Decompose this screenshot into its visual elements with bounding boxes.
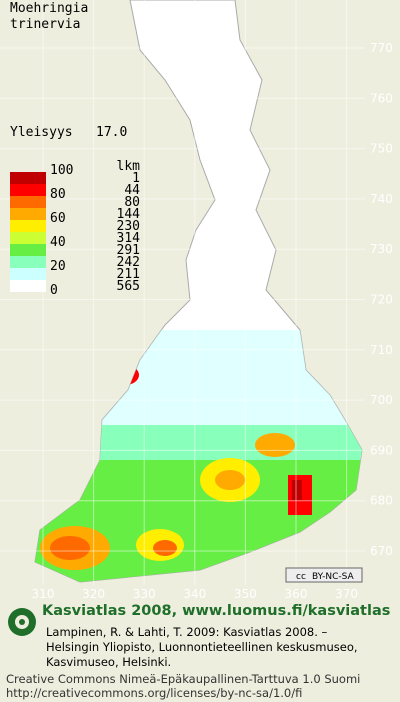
- legend-count: 144: [117, 207, 141, 222]
- citation-line: Helsingin Yliopisto, Luonnontieteellinen…: [46, 640, 358, 654]
- legend-swatch: [10, 232, 46, 244]
- badge-text: BY-NC-SA: [312, 572, 355, 582]
- legend-count: 565: [117, 279, 140, 294]
- legend-percent: 40: [50, 235, 66, 250]
- legend-percent: 20: [50, 259, 66, 274]
- north-label: 680: [370, 494, 393, 508]
- license-badge: cc BY-NC-SA: [285, 567, 363, 583]
- legend-count: 230: [117, 219, 140, 234]
- footer-heading: Kasviatlas 2008, www.luomus.fi/kasviatla…: [42, 603, 391, 619]
- north-label: 670: [370, 544, 393, 558]
- north-label: 760: [370, 91, 393, 105]
- legend-swatch: [10, 208, 46, 220]
- legend-percent: 100: [50, 163, 73, 178]
- legend-count-header: lkm: [117, 159, 141, 174]
- legend-count: 44: [124, 183, 140, 198]
- license-url: http://creativecommons.org/licenses/by-n…: [6, 686, 303, 700]
- legend-count: 314: [117, 231, 141, 246]
- grid: 770 760 750 740 730 720 710 700 690 680 670 310 320 3…: [0, 0, 393, 600]
- frequency-value: 17.0: [96, 125, 127, 140]
- citation-line: Kasvimuseo, Helsinki.: [46, 655, 172, 669]
- east-label: 330: [133, 587, 156, 600]
- east-label: 320: [82, 587, 105, 600]
- legend-percent: 80: [50, 187, 66, 202]
- north-label: 730: [370, 242, 393, 256]
- logo: [8, 608, 36, 636]
- legend-count: 80: [124, 195, 140, 210]
- legend-swatch: [10, 220, 46, 232]
- north-label: 750: [370, 142, 393, 156]
- legend-swatch: [10, 256, 46, 268]
- east-label: 350: [234, 587, 257, 600]
- east-label: 360: [285, 587, 308, 600]
- legend-count: 211: [117, 267, 140, 282]
- north-label: 700: [370, 393, 393, 407]
- east-label: 310: [32, 587, 55, 600]
- country-shape: [34, 0, 363, 583]
- legend-swatch: [10, 268, 46, 280]
- north-label: 740: [370, 192, 393, 206]
- legend-count: 291: [117, 243, 140, 258]
- east-label: 370: [335, 587, 358, 600]
- north-label: 690: [370, 443, 393, 457]
- north-label: 710: [370, 343, 393, 357]
- legend-count: 242: [117, 255, 140, 270]
- badge-icon: cc: [296, 572, 306, 582]
- legend-swatch: [10, 280, 46, 292]
- legend-percent: 60: [50, 211, 66, 226]
- license-text: Creative Commons Nimeä-Epäkaupallinen-Ta…: [6, 672, 361, 686]
- legend-swatch: [10, 172, 46, 184]
- north-label: 720: [370, 293, 393, 307]
- east-label: 340: [183, 587, 206, 600]
- legend-percent: 0: [50, 283, 58, 298]
- north-label: 770: [370, 41, 393, 55]
- legend-swatch: [10, 244, 46, 256]
- title-line: trinervia: [10, 17, 80, 32]
- citation-line: Lampinen, R. & Lahti, T. 2009: Kasviatla…: [46, 625, 328, 639]
- legend-count: 1: [132, 171, 140, 186]
- legend-swatch: [10, 196, 46, 208]
- frequency-label: Yleisyys: [10, 125, 73, 140]
- title-line: Moehringia: [10, 1, 88, 16]
- map: 770 760 750 740 730 720 710 700 690 680 670 310 320 3…: [0, 0, 393, 600]
- legend-swatch: [10, 184, 46, 196]
